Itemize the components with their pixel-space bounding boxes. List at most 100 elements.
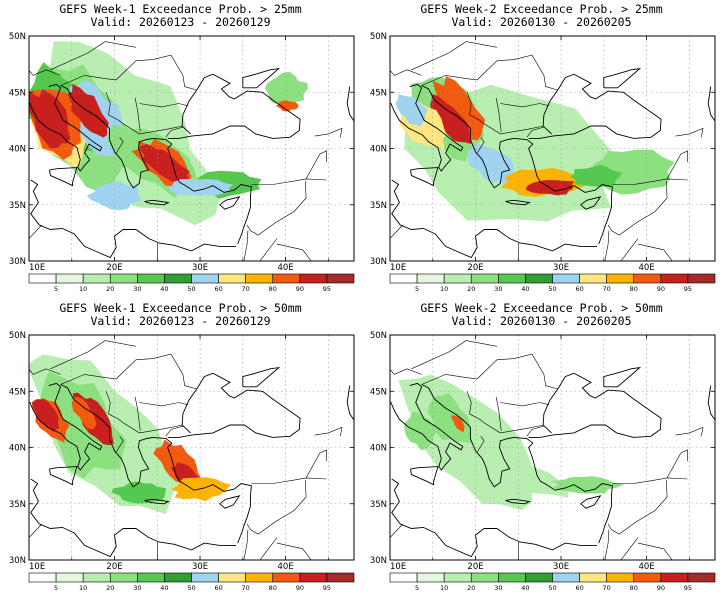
colorbar-label: 5 xyxy=(415,285,419,293)
lon-label: 40E xyxy=(638,562,654,572)
colorbar-label: 70 xyxy=(242,584,250,592)
lon-label: 10E xyxy=(390,263,406,273)
colorbar-label: 5 xyxy=(54,285,58,293)
country-borders xyxy=(29,41,343,261)
colorbar-label: 30 xyxy=(494,285,502,293)
colorbar-label: 90 xyxy=(296,584,304,592)
lat-label: 50N xyxy=(370,32,387,42)
panel-title: GEFS Week-1 Exceedance Prob. > 25mm xyxy=(59,2,302,16)
colorbar-swatch xyxy=(272,273,301,284)
colorbar-label: 80 xyxy=(269,285,277,293)
probability-contour xyxy=(31,399,60,432)
panel-valid-dates: Valid: 20260130 - 20260205 xyxy=(451,15,632,29)
colorbar-label: 60 xyxy=(575,285,583,293)
probability-contour xyxy=(111,481,167,504)
probability-contour xyxy=(432,76,486,141)
colorbar-label: 70 xyxy=(603,584,611,592)
colorbar-label: 40 xyxy=(160,285,168,293)
probability-contour xyxy=(395,94,428,127)
probability-contour xyxy=(168,179,234,196)
colorbar-label: 90 xyxy=(657,584,665,592)
probability-shading xyxy=(390,36,715,261)
colorbar-label: 95 xyxy=(323,285,331,293)
lat-label: 45N xyxy=(370,387,387,397)
colorbar-swatch xyxy=(416,273,445,284)
panel-valid-dates: Valid: 20260130 - 20260205 xyxy=(451,314,632,328)
probability-shading xyxy=(390,335,715,560)
probability-contour xyxy=(427,392,472,444)
panel-valid-dates: Valid: 20260123 - 20260129 xyxy=(90,15,271,29)
lon-label: 40E xyxy=(638,263,654,273)
lat-label: 50N xyxy=(9,32,26,42)
lat-label: 45N xyxy=(370,88,387,98)
colorbar-swatch xyxy=(579,273,607,284)
colorbar-label: 60 xyxy=(214,584,222,592)
lon-label: 30E xyxy=(553,562,569,572)
lon-label: 10E xyxy=(29,263,45,273)
colorbar-swatch xyxy=(326,572,355,583)
coastlines xyxy=(29,67,354,261)
colorbar-swatch xyxy=(498,572,526,583)
colorbar-swatch xyxy=(552,572,580,583)
panel-title: GEFS Week-2 Exceedance Prob. > 25mm xyxy=(420,2,663,16)
lon-label: 30E xyxy=(553,263,569,273)
colorbar-swatch xyxy=(55,572,84,583)
panel-title: GEFS Week-2 Exceedance Prob. > 50mm xyxy=(420,301,663,315)
lon-label: 30E xyxy=(192,562,208,572)
colorbar-label: 40 xyxy=(521,584,529,592)
colorbar-label: 70 xyxy=(603,285,611,293)
lat-label: 35N xyxy=(370,201,387,211)
colorbar-swatch xyxy=(633,572,662,583)
probability-contour xyxy=(29,89,71,149)
lat-label: 35N xyxy=(9,500,26,510)
lat-label: 45N xyxy=(9,88,26,98)
colorbar-swatch xyxy=(245,273,274,284)
lat-label: 40N xyxy=(370,145,387,155)
country-borders xyxy=(390,41,704,261)
country-borders xyxy=(390,340,704,560)
colorbar-label: 90 xyxy=(296,285,304,293)
colorbar-swatch xyxy=(299,273,328,284)
colorbar-swatch xyxy=(218,273,246,284)
lon-label: 20E xyxy=(106,562,122,572)
panel-valid-dates: Valid: 20260123 - 20260129 xyxy=(90,314,271,328)
colorbar-swatch xyxy=(389,572,418,583)
lat-label: 35N xyxy=(370,500,387,510)
colorbar-label: 80 xyxy=(630,584,638,592)
colorbar-label: 95 xyxy=(684,285,692,293)
lon-label: 10E xyxy=(390,562,406,572)
lon-label: 20E xyxy=(467,562,483,572)
colorbar-swatch xyxy=(272,572,301,583)
lon-label: 20E xyxy=(106,263,122,273)
colorbar-swatch xyxy=(687,572,716,583)
colorbar-label: 10 xyxy=(79,285,87,293)
colorbar-swatch xyxy=(164,273,192,284)
lat-label: 30N xyxy=(370,556,387,566)
colorbar-swatch xyxy=(606,572,635,583)
colorbar-swatch xyxy=(660,273,689,284)
colorbar-swatch xyxy=(525,273,553,284)
probability-contour xyxy=(430,93,472,144)
colorbar: 5 10 20 30 40 50 60 70 80 90 95 xyxy=(28,273,355,293)
colorbar-swatch xyxy=(552,273,580,284)
colorbar-label: 20 xyxy=(467,285,475,293)
probability-shading xyxy=(29,335,354,560)
colorbar-label: 20 xyxy=(106,584,114,592)
colorbar-label: 20 xyxy=(467,584,475,592)
colorbar-label: 10 xyxy=(440,285,448,293)
graticule xyxy=(390,335,715,560)
colorbar-label: 70 xyxy=(242,285,250,293)
colorbar-label: 50 xyxy=(187,285,195,293)
probability-contour xyxy=(86,181,142,211)
colorbar-label: 95 xyxy=(323,584,331,592)
colorbar-label: 30 xyxy=(133,285,141,293)
colorbar-label: 40 xyxy=(521,285,529,293)
probability-contour xyxy=(37,371,127,479)
